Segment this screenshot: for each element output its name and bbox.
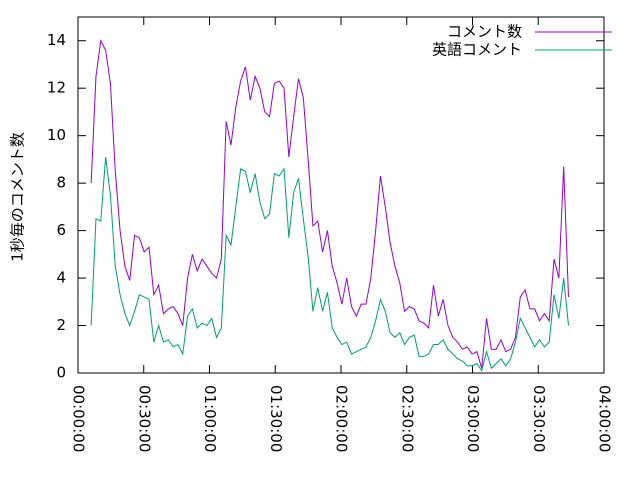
x-tick-label: 02:00:00 <box>333 385 351 452</box>
y-tick-label: 12 <box>47 79 66 97</box>
y-axis-label: 1秒毎のコメント数 <box>9 132 27 262</box>
y-tick-label: 4 <box>56 269 66 287</box>
series-line <box>90 156 569 372</box>
x-tick-label: 01:30:00 <box>267 385 285 452</box>
legend-label: コメント数 <box>447 23 522 41</box>
x-tick-label: 02:30:00 <box>398 385 416 452</box>
y-tick-label: 2 <box>56 316 66 334</box>
x-tick-label: 03:00:00 <box>464 385 482 452</box>
plot-border <box>77 16 605 374</box>
series-line <box>90 39 569 369</box>
x-tick-label: 04:00:00 <box>596 385 614 452</box>
legend-label: 英語コメント <box>432 41 522 59</box>
x-tick-label: 03:30:00 <box>530 385 548 452</box>
x-tick-label: 00:00:00 <box>70 385 88 452</box>
y-tick-label: 0 <box>56 364 66 382</box>
y-tick-label: 14 <box>47 31 66 49</box>
y-tick-label: 8 <box>56 174 66 192</box>
y-tick-label: 6 <box>56 221 66 239</box>
y-tick-label: 10 <box>47 126 66 144</box>
x-tick-label: 01:00:00 <box>201 385 219 452</box>
x-tick-label: 00:30:00 <box>135 385 153 452</box>
